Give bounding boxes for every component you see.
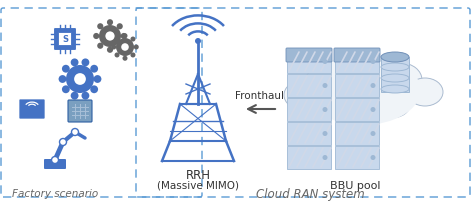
Ellipse shape [407, 78, 443, 106]
Circle shape [72, 129, 79, 135]
Bar [287, 50, 331, 73]
Ellipse shape [381, 63, 409, 71]
Circle shape [122, 56, 128, 61]
Circle shape [82, 92, 89, 99]
Circle shape [371, 83, 375, 88]
Text: Factory scenario: Factory scenario [12, 189, 98, 199]
Circle shape [371, 107, 375, 112]
FancyBboxPatch shape [58, 33, 72, 46]
Circle shape [122, 33, 128, 38]
Circle shape [371, 59, 375, 64]
Circle shape [59, 75, 66, 83]
Circle shape [60, 139, 66, 145]
Bar [335, 74, 379, 97]
Circle shape [107, 47, 113, 53]
Circle shape [52, 157, 58, 163]
Circle shape [195, 38, 201, 44]
FancyBboxPatch shape [54, 28, 76, 51]
Ellipse shape [305, 66, 345, 98]
Text: Fronthaul: Fronthaul [236, 91, 284, 101]
Circle shape [115, 37, 119, 42]
FancyBboxPatch shape [44, 159, 66, 169]
FancyBboxPatch shape [68, 100, 92, 122]
Text: (Massive MIMO): (Massive MIMO) [157, 181, 239, 191]
Circle shape [121, 33, 127, 39]
Text: Cloud RAN system: Cloud RAN system [255, 188, 365, 201]
Ellipse shape [372, 92, 410, 118]
Bar [381, 57, 409, 92]
Circle shape [71, 92, 79, 99]
Circle shape [322, 131, 328, 136]
Ellipse shape [337, 52, 389, 92]
Circle shape [93, 33, 100, 39]
Circle shape [322, 83, 328, 88]
Circle shape [93, 75, 101, 83]
Circle shape [62, 65, 70, 73]
FancyBboxPatch shape [286, 48, 332, 62]
Ellipse shape [342, 94, 384, 116]
Circle shape [74, 73, 86, 85]
Bar [287, 122, 331, 145]
Circle shape [111, 45, 116, 50]
FancyBboxPatch shape [334, 48, 380, 62]
Ellipse shape [284, 81, 318, 109]
Circle shape [371, 131, 375, 136]
Circle shape [130, 37, 136, 42]
Circle shape [71, 59, 79, 66]
Text: BBU pool: BBU pool [330, 181, 380, 191]
Circle shape [97, 43, 103, 49]
Circle shape [121, 43, 129, 51]
Ellipse shape [381, 74, 409, 82]
Ellipse shape [316, 92, 354, 118]
Circle shape [115, 52, 119, 57]
Bar [335, 98, 379, 121]
Circle shape [322, 59, 328, 64]
Ellipse shape [381, 52, 409, 62]
Bar [335, 50, 379, 73]
FancyBboxPatch shape [19, 99, 45, 119]
Text: S: S [62, 34, 68, 43]
Circle shape [134, 45, 139, 50]
Circle shape [97, 23, 103, 29]
Circle shape [107, 19, 113, 25]
Text: i: i [78, 74, 82, 84]
Circle shape [90, 85, 98, 93]
Bar [287, 74, 331, 97]
Bar [287, 98, 331, 121]
Ellipse shape [380, 63, 422, 97]
Circle shape [66, 65, 94, 93]
Text: RRH: RRH [185, 169, 210, 182]
Circle shape [371, 155, 375, 160]
Circle shape [90, 65, 98, 73]
Bar [287, 146, 331, 169]
Bar [335, 146, 379, 169]
Circle shape [322, 155, 328, 160]
Ellipse shape [306, 55, 420, 125]
Circle shape [116, 38, 134, 56]
Circle shape [117, 23, 123, 29]
Circle shape [117, 43, 123, 49]
Circle shape [130, 52, 136, 57]
Ellipse shape [381, 85, 409, 93]
Circle shape [322, 107, 328, 112]
Circle shape [99, 25, 121, 47]
Bar [335, 122, 379, 145]
Circle shape [105, 31, 115, 41]
Circle shape [62, 85, 70, 93]
Circle shape [82, 59, 89, 66]
